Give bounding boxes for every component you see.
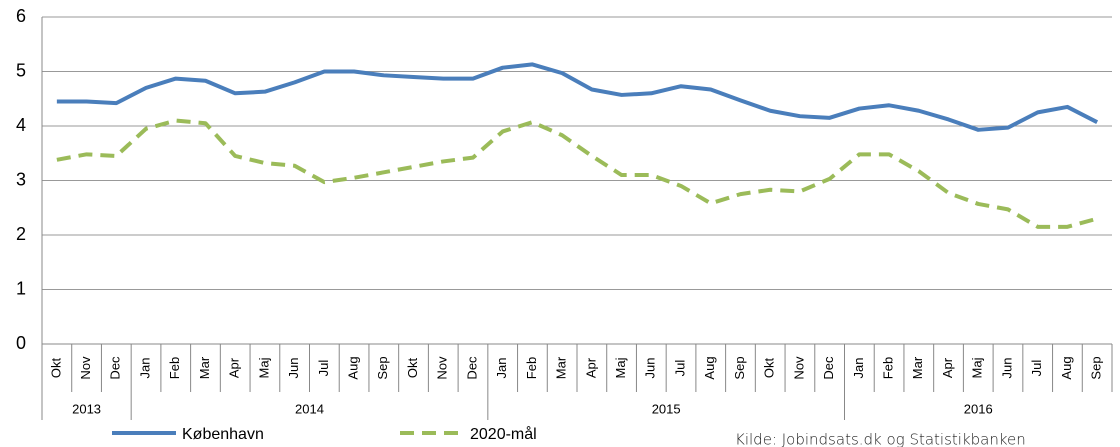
x-tick-label: Okt xyxy=(762,358,777,379)
x-tick-label: Feb xyxy=(167,357,182,379)
x-tick-label: Aug xyxy=(346,356,361,379)
x-tick-label: Maj xyxy=(970,357,985,378)
x-tick-label: Mar xyxy=(910,356,925,379)
series-line xyxy=(56,62,1099,132)
x-tick-label: Mar xyxy=(197,356,212,379)
x-tick-label: Apr xyxy=(940,357,955,378)
series-line xyxy=(56,118,1098,229)
x-tick-label: Maj xyxy=(256,357,271,378)
x-tick-label: Jul xyxy=(672,360,687,377)
y-tick-label: 5 xyxy=(16,60,26,80)
source-note: Kilde: Jobindsats.dk og Statistikbanken xyxy=(735,431,1026,447)
x-tick-label: Nov xyxy=(78,356,93,380)
year-label: 2015 xyxy=(652,401,681,416)
x-tick-label: Apr xyxy=(583,357,598,378)
y-tick-label: 6 xyxy=(16,6,26,26)
legend-label: København xyxy=(182,426,264,443)
y-tick-label: 3 xyxy=(16,169,26,189)
year-label: 2013 xyxy=(72,401,101,416)
x-tick-label: Sep xyxy=(1089,356,1104,379)
x-tick-label: Dec xyxy=(464,356,479,380)
year-label: 2014 xyxy=(295,401,324,416)
x-tick-label: Apr xyxy=(227,357,242,378)
x-tick-label: Jan xyxy=(851,358,866,379)
x-tick-label: Jul xyxy=(316,360,331,377)
x-tick-label: Maj xyxy=(613,357,628,378)
x-tick-label: Sep xyxy=(375,356,390,379)
x-tick-label: Feb xyxy=(881,357,896,379)
x-tick-label: Jun xyxy=(999,358,1014,379)
x-tick-label: Dec xyxy=(821,356,836,380)
x-tick-label: Nov xyxy=(791,356,806,380)
x-tick-label: Aug xyxy=(1059,356,1074,379)
legend-label: 2020-mål xyxy=(470,425,537,443)
y-tick-label: 1 xyxy=(16,278,26,298)
x-tick-label: Jan xyxy=(137,358,152,379)
year-label: 2016 xyxy=(964,401,993,416)
x-tick-label: Sep xyxy=(732,356,747,379)
x-tick-label: Nov xyxy=(435,356,450,380)
y-tick-label: 4 xyxy=(16,115,26,135)
x-tick-label: Mar xyxy=(554,356,569,379)
x-tick-label: Jun xyxy=(643,358,658,379)
y-tick-label: 2 xyxy=(16,224,26,244)
x-tick-label: Jul xyxy=(1029,360,1044,377)
x-tick-label: Aug xyxy=(702,356,717,379)
x-tick-label: Dec xyxy=(108,356,123,380)
y-tick-label: 0 xyxy=(16,333,26,353)
x-tick-label: Feb xyxy=(524,357,539,379)
x-tick-label: Jan xyxy=(494,358,509,379)
x-tick-label: Okt xyxy=(48,358,63,379)
x-tick-label: Jun xyxy=(286,358,301,379)
x-tick-label: Okt xyxy=(405,358,420,379)
